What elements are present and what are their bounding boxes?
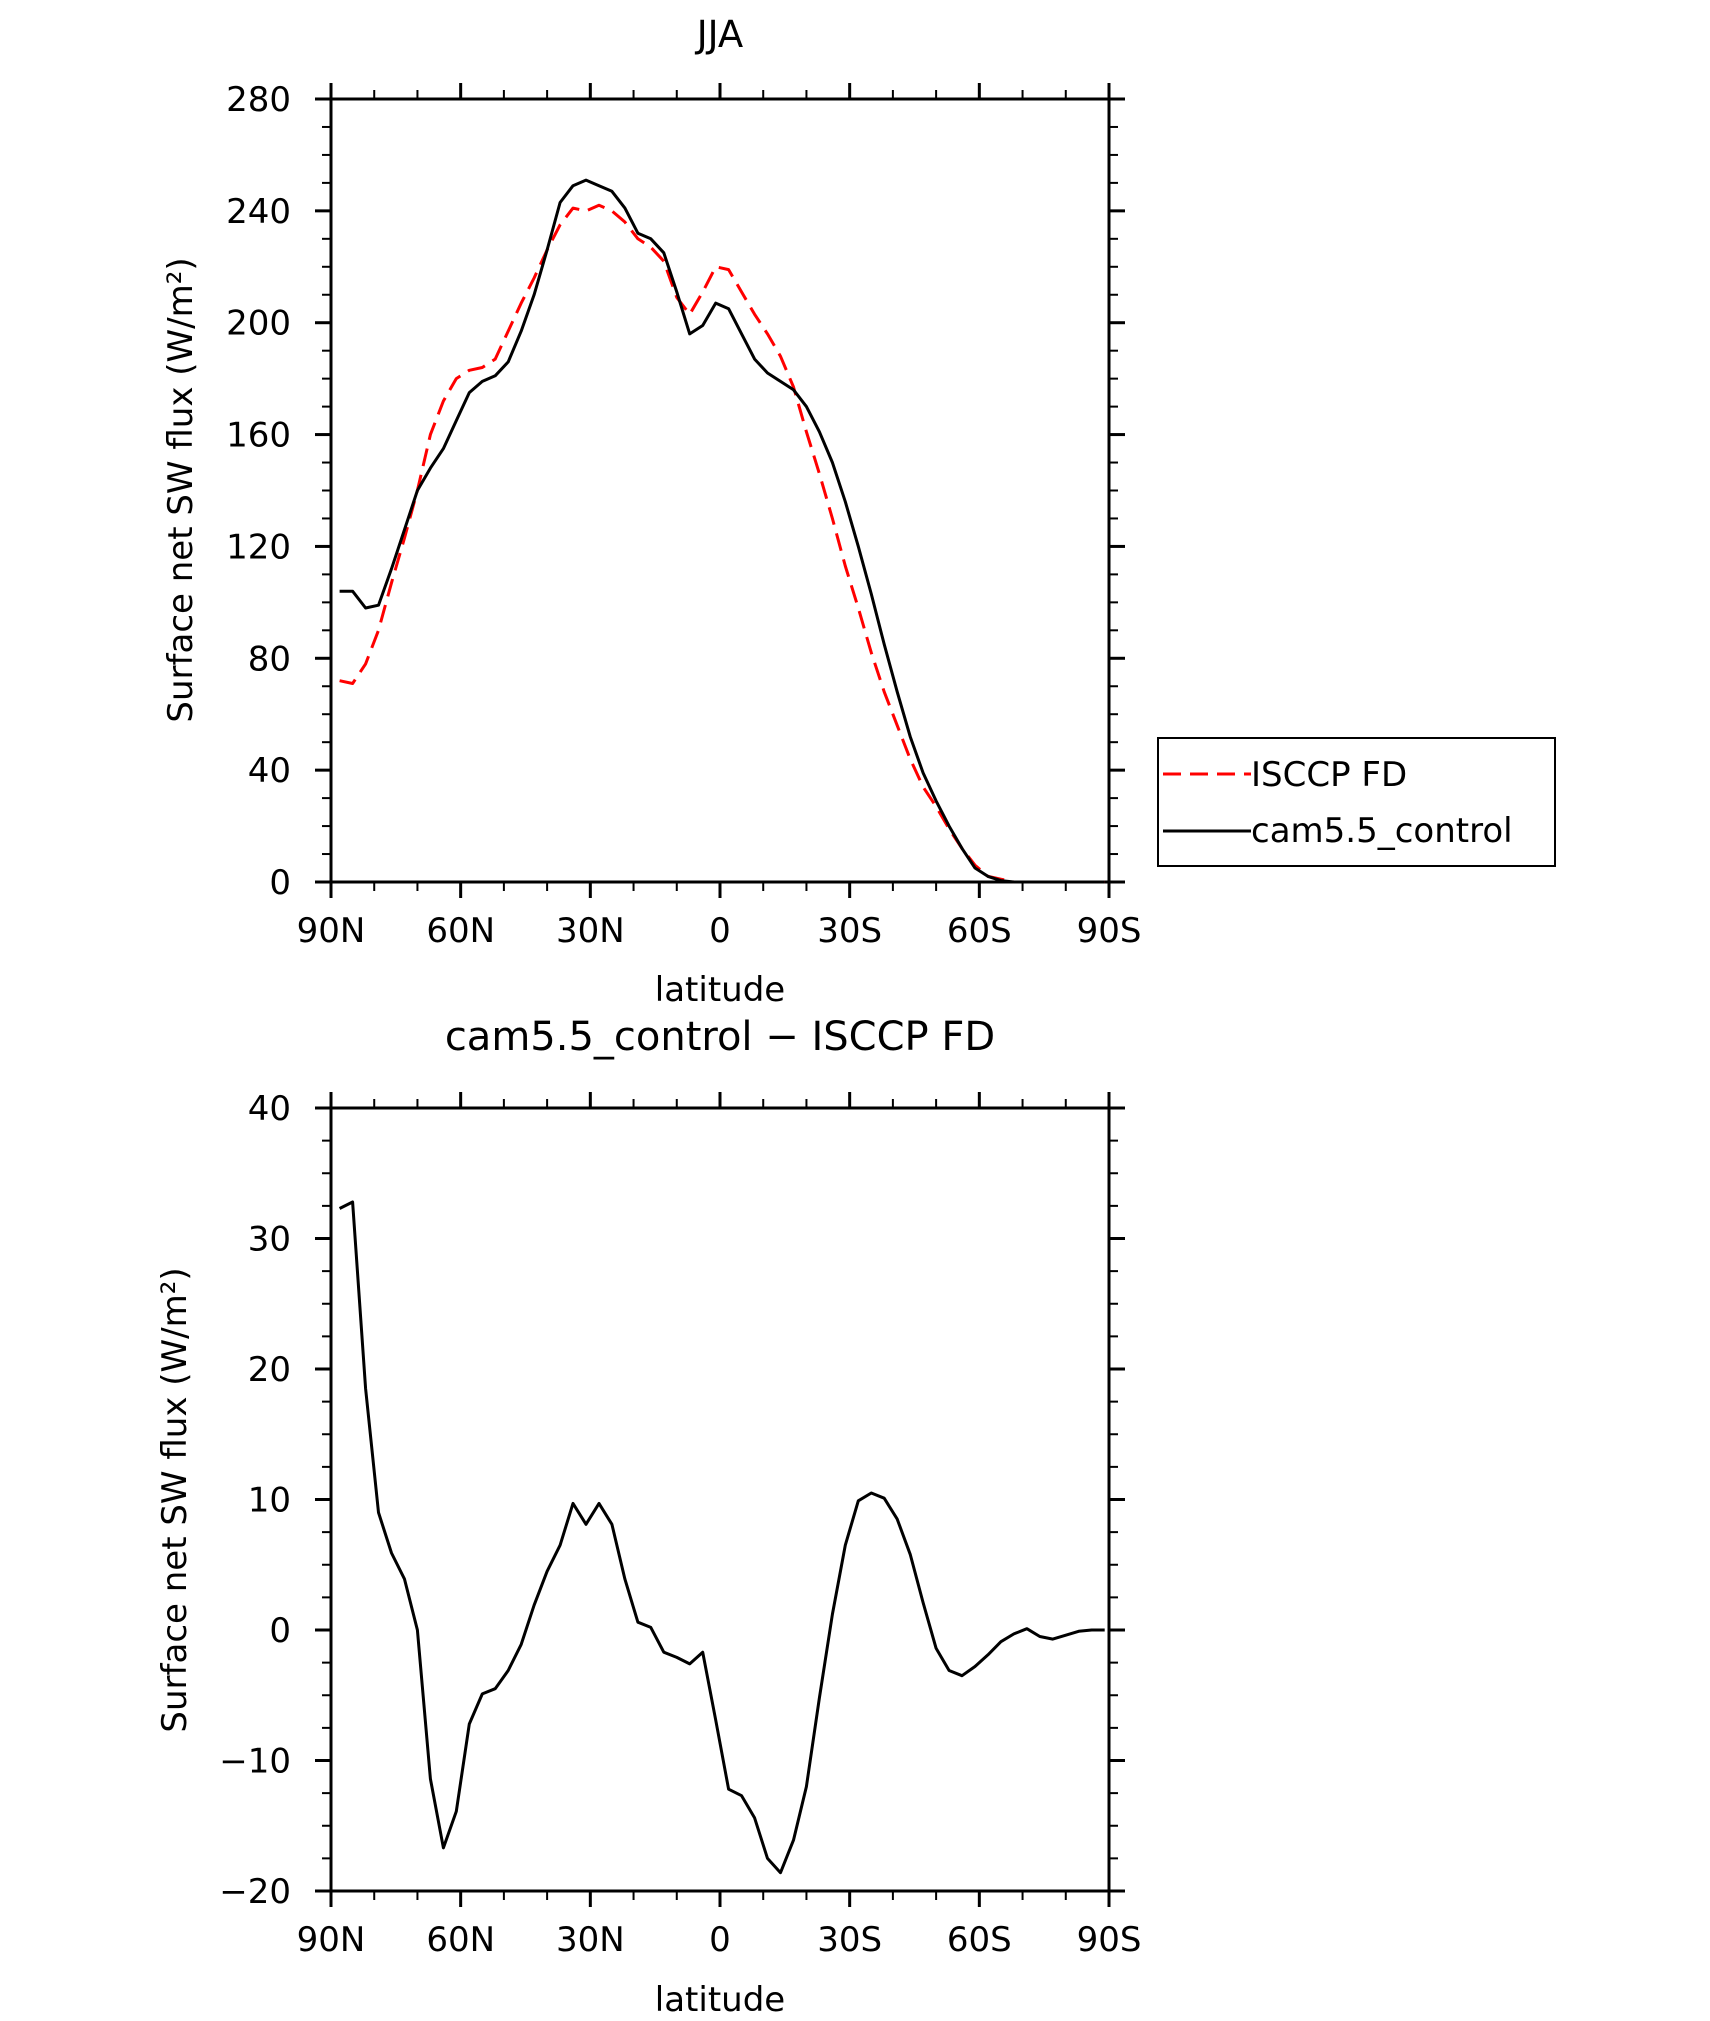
bottom-tick-marks — [315, 1092, 1125, 1907]
bottom-x-tick-label: 90N — [297, 1920, 366, 1960]
bottom-x-tick-label: 60N — [426, 1920, 495, 1960]
bottom-plot-frame — [329, 1106, 1111, 1893]
top-panel: JJA 90N 60N 30N 0 30S 60S 90S 0 40 80 120 160 200 24… — [161, 13, 1556, 1010]
top-x-tick-label: 30N — [556, 911, 625, 951]
top-x-tick-label: 60S — [947, 911, 1012, 951]
bottom-x-tick-label: 30S — [817, 1920, 882, 1960]
top-y-tick-label: 80 — [248, 639, 291, 679]
top-x-tick-label: 60N — [426, 911, 495, 951]
top-series-line-isccp-fd — [339, 203, 1105, 884]
top-y-tick-label: 200 — [226, 304, 291, 344]
bottom-x-tick-label: 90S — [1077, 1920, 1142, 1960]
bottom-series-lines — [338, 1200, 1105, 1875]
bottom-y-tick-label: 20 — [248, 1350, 291, 1390]
bottom-y-tick-label: 0 — [269, 1611, 291, 1651]
top-x-tick-label: 0 — [709, 911, 731, 951]
top-y-tick-label: 160 — [226, 416, 291, 456]
top-y-tick-label: 120 — [226, 527, 291, 567]
bottom-x-tick-labels: 90N 60N 30N 0 30S 60S 90S — [297, 1920, 1142, 1960]
top-tick-marks — [315, 83, 1125, 898]
top-x-tick-label: 30S — [817, 911, 882, 951]
bottom-x-tick-label: 0 — [709, 1920, 731, 1960]
bottom-x-tick-label: 30N — [556, 1920, 625, 1960]
legend-label-isccp-fd: ISCCP FD — [1251, 755, 1407, 795]
top-y-tick-label: 0 — [269, 863, 291, 903]
top-chart-title: JJA — [695, 13, 744, 56]
legend-box — [1157, 737, 1556, 867]
bottom-x-axis-label: latitude — [655, 1980, 785, 2020]
top-y-tick-label: 240 — [226, 192, 291, 232]
top-x-tick-label: 90N — [297, 911, 366, 951]
bottom-chart-title: cam5.5_control − ISCCP FD — [445, 1014, 995, 1060]
top-series-lines — [339, 178, 1105, 884]
top-y-tick-label: 40 — [248, 751, 291, 791]
top-y-tick-label: 280 — [226, 80, 291, 120]
bottom-y-tick-labels: −20 −10 0 10 20 30 40 — [219, 1089, 291, 1912]
top-y-axis-label: Surface net SW flux (W/m²) — [161, 257, 201, 722]
bottom-series-line-difference — [338, 1200, 1105, 1875]
bottom-y-tick-label: 10 — [248, 1481, 291, 1521]
legend-label-cam5-5-control: cam5.5_control — [1251, 811, 1513, 851]
bottom-y-axis-label: Surface net SW flux (W/m²) — [155, 1267, 195, 1732]
top-plot-frame — [329, 97, 1111, 884]
top-series-line-cam5-5-control — [339, 178, 1105, 884]
top-y-tick-labels: 0 40 80 120 160 200 240 280 — [226, 80, 291, 903]
legend: ISCCP FD cam5.5_control — [1157, 737, 1556, 867]
top-x-tick-label: 90S — [1077, 911, 1142, 951]
bottom-y-tick-label: 30 — [248, 1220, 291, 1260]
bottom-y-tick-label: −20 — [219, 1872, 291, 1912]
top-x-tick-labels: 90N 60N 30N 0 30S 60S 90S — [297, 911, 1142, 951]
bottom-y-tick-label: 40 — [248, 1089, 291, 1129]
top-x-axis-label: latitude — [655, 970, 785, 1010]
bottom-y-tick-label: −10 — [219, 1742, 291, 1782]
bottom-panel: cam5.5_control − ISCCP FD 90N 60N 30N 0 30S 6… — [155, 1014, 1141, 2020]
bottom-x-tick-label: 60S — [947, 1920, 1012, 1960]
